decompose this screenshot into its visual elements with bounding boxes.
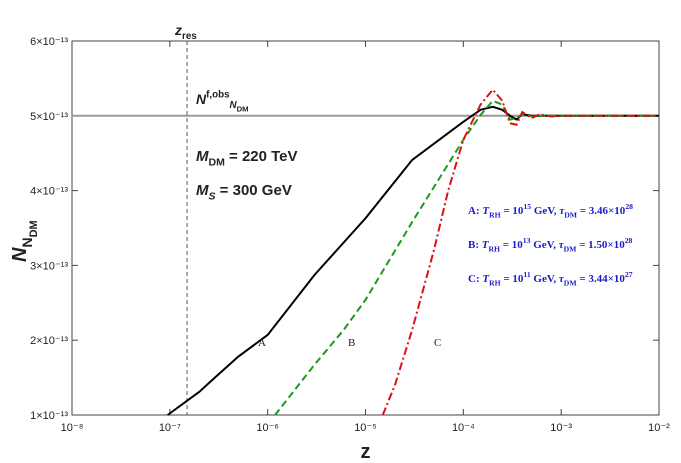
x-tick-label: 10⁻⁵ — [354, 422, 377, 434]
legend-note-part: 11 — [523, 270, 530, 279]
y-axis-label-part: N — [19, 237, 35, 247]
reference-label-part: N — [196, 91, 207, 107]
legend-note: B: TRH = 1013 GeV, τDM = 1.50×1028 — [468, 236, 633, 253]
y-tick-label: 4×10⁻¹³ — [30, 186, 68, 198]
legend-note-part: GeV, — [531, 205, 559, 217]
annotation-part: DM — [209, 157, 226, 169]
x-axis-label-part: z — [361, 441, 371, 463]
legend-note-part: = 10 — [501, 273, 524, 285]
series-label: C — [434, 337, 441, 349]
legend-note-part: 13 — [523, 236, 531, 245]
legend-note-part: T — [482, 205, 490, 217]
y-tick-label: 1×10⁻¹³ — [30, 410, 68, 422]
legend-note-part: 28 — [625, 202, 633, 211]
annotation-part: = 300 GeV — [216, 182, 292, 199]
x-tick-label: 10⁻⁷ — [159, 422, 181, 434]
legend-note-part: τ — [559, 239, 565, 251]
marker-label-part: z — [174, 22, 182, 38]
annotation: MDM = 220 TeV — [196, 148, 298, 169]
y-axis-label: NNDM — [9, 220, 40, 262]
x-tick-label: 10⁻⁶ — [256, 422, 279, 434]
legend-note-part: DM — [564, 244, 578, 253]
x-tick-label: 10⁻³ — [550, 422, 572, 434]
series-label: A — [258, 337, 266, 349]
legend-note-part: RH — [489, 278, 501, 287]
x-axis-label: z — [361, 441, 371, 463]
plot-frame — [71, 40, 660, 416]
y-tick-label: 6×10⁻¹³ — [30, 36, 68, 48]
series-label: B — [348, 337, 355, 349]
series-line — [274, 99, 659, 416]
annotation: MS = 300 GeV — [196, 182, 292, 203]
legend-note-part: = 10 — [500, 239, 523, 251]
reference-label-part: f,obs — [206, 90, 230, 101]
x-tick-label: 10⁻⁸ — [61, 422, 84, 434]
reference-label: Nf,obsNDM — [196, 90, 249, 114]
legend-note-part: GeV, — [531, 273, 559, 285]
legend-note-part: A: — [468, 205, 482, 217]
marker-label: zres — [174, 22, 197, 42]
x-tick-label: 10⁻⁴ — [452, 422, 475, 434]
legend-note-part: = 10 — [501, 205, 524, 217]
reference-label-part: DM — [237, 105, 249, 114]
y-tick-label: 5×10⁻¹³ — [30, 111, 68, 123]
annotation-part: S — [209, 191, 216, 203]
y-axis-label-part: N — [9, 247, 31, 262]
legend-note-part: C: — [468, 273, 482, 285]
legend-note-part: = 3.46×10 — [577, 205, 626, 217]
legend-note-part: GeV, — [530, 239, 558, 251]
legend-note-part: = 1.50×10 — [576, 239, 625, 251]
legend-note-part: = 3.44×10 — [577, 273, 626, 285]
marker-label-part: res — [182, 31, 197, 42]
reference-label-part: N — [230, 100, 238, 111]
legend-note: A: TRH = 1015 GeV, τDM = 3.46×1028 — [468, 202, 633, 219]
y-tick-label: 2×10⁻¹³ — [30, 335, 68, 347]
series-line — [167, 105, 659, 416]
series-line — [381, 88, 659, 416]
legend-note: C: TRH = 1011 GeV, τDM = 3.44×1027 — [468, 270, 633, 287]
annotation-part: M — [196, 182, 209, 199]
legend-note-part: DM — [564, 210, 578, 219]
legend-note-part: 15 — [523, 202, 531, 211]
legend-note-part: RH — [489, 210, 501, 219]
legend-note-part: T — [482, 273, 490, 285]
annotation-part: M — [196, 148, 209, 165]
annotation-part: = 220 TeV — [225, 148, 298, 165]
legend-note-part: B: — [468, 239, 482, 251]
legend-note-part: 28 — [625, 236, 633, 245]
legend-note-part: τ — [559, 273, 565, 285]
y-tick-label: 3×10⁻¹³ — [30, 260, 68, 272]
x-tick-label: 10⁻² — [648, 422, 670, 434]
legend-note-part: RH — [488, 244, 500, 253]
y-axis-label-part: DM — [28, 220, 40, 237]
legend-note-part: τ — [559, 205, 565, 217]
legend-note-part: 27 — [625, 270, 633, 279]
legend-note-part: DM — [564, 278, 578, 287]
legend-note-part: T — [482, 239, 490, 251]
